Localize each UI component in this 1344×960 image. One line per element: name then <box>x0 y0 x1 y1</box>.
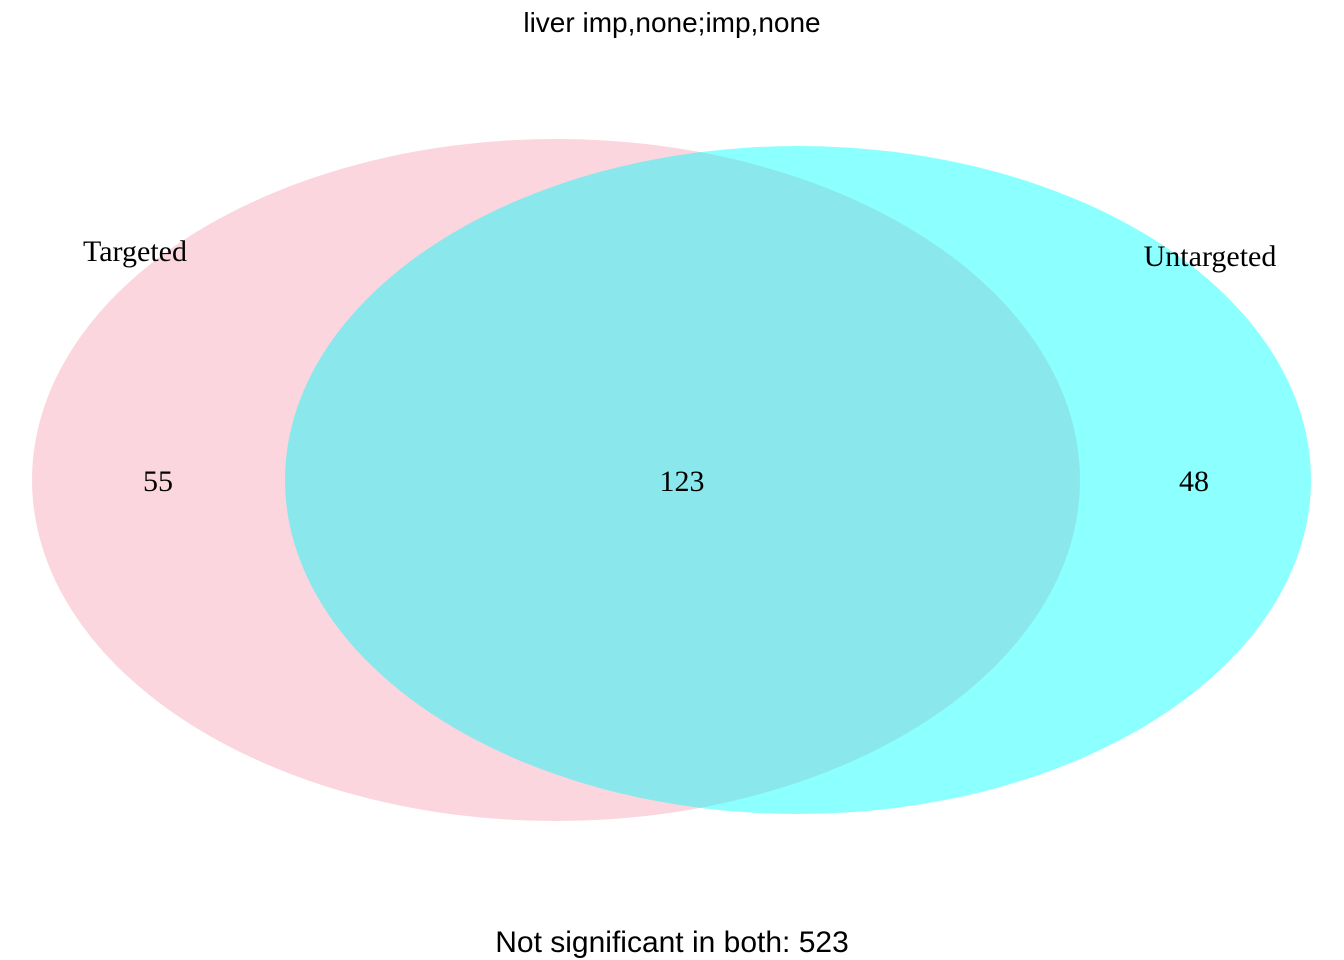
targeted-only-count: 55 <box>143 465 173 498</box>
not-significant-footer: Not significant in both: 523 <box>495 926 849 959</box>
untargeted-only-count: 48 <box>1179 465 1209 498</box>
chart-title: liver imp,none;imp,none <box>523 7 820 38</box>
targeted-set-label: Targeted <box>83 235 187 268</box>
intersection-count: 123 <box>660 465 705 498</box>
targeted-set-ellipse <box>32 139 1080 821</box>
untargeted-set-label: Untargeted <box>1144 240 1277 273</box>
untargeted-set-ellipse <box>285 146 1311 814</box>
